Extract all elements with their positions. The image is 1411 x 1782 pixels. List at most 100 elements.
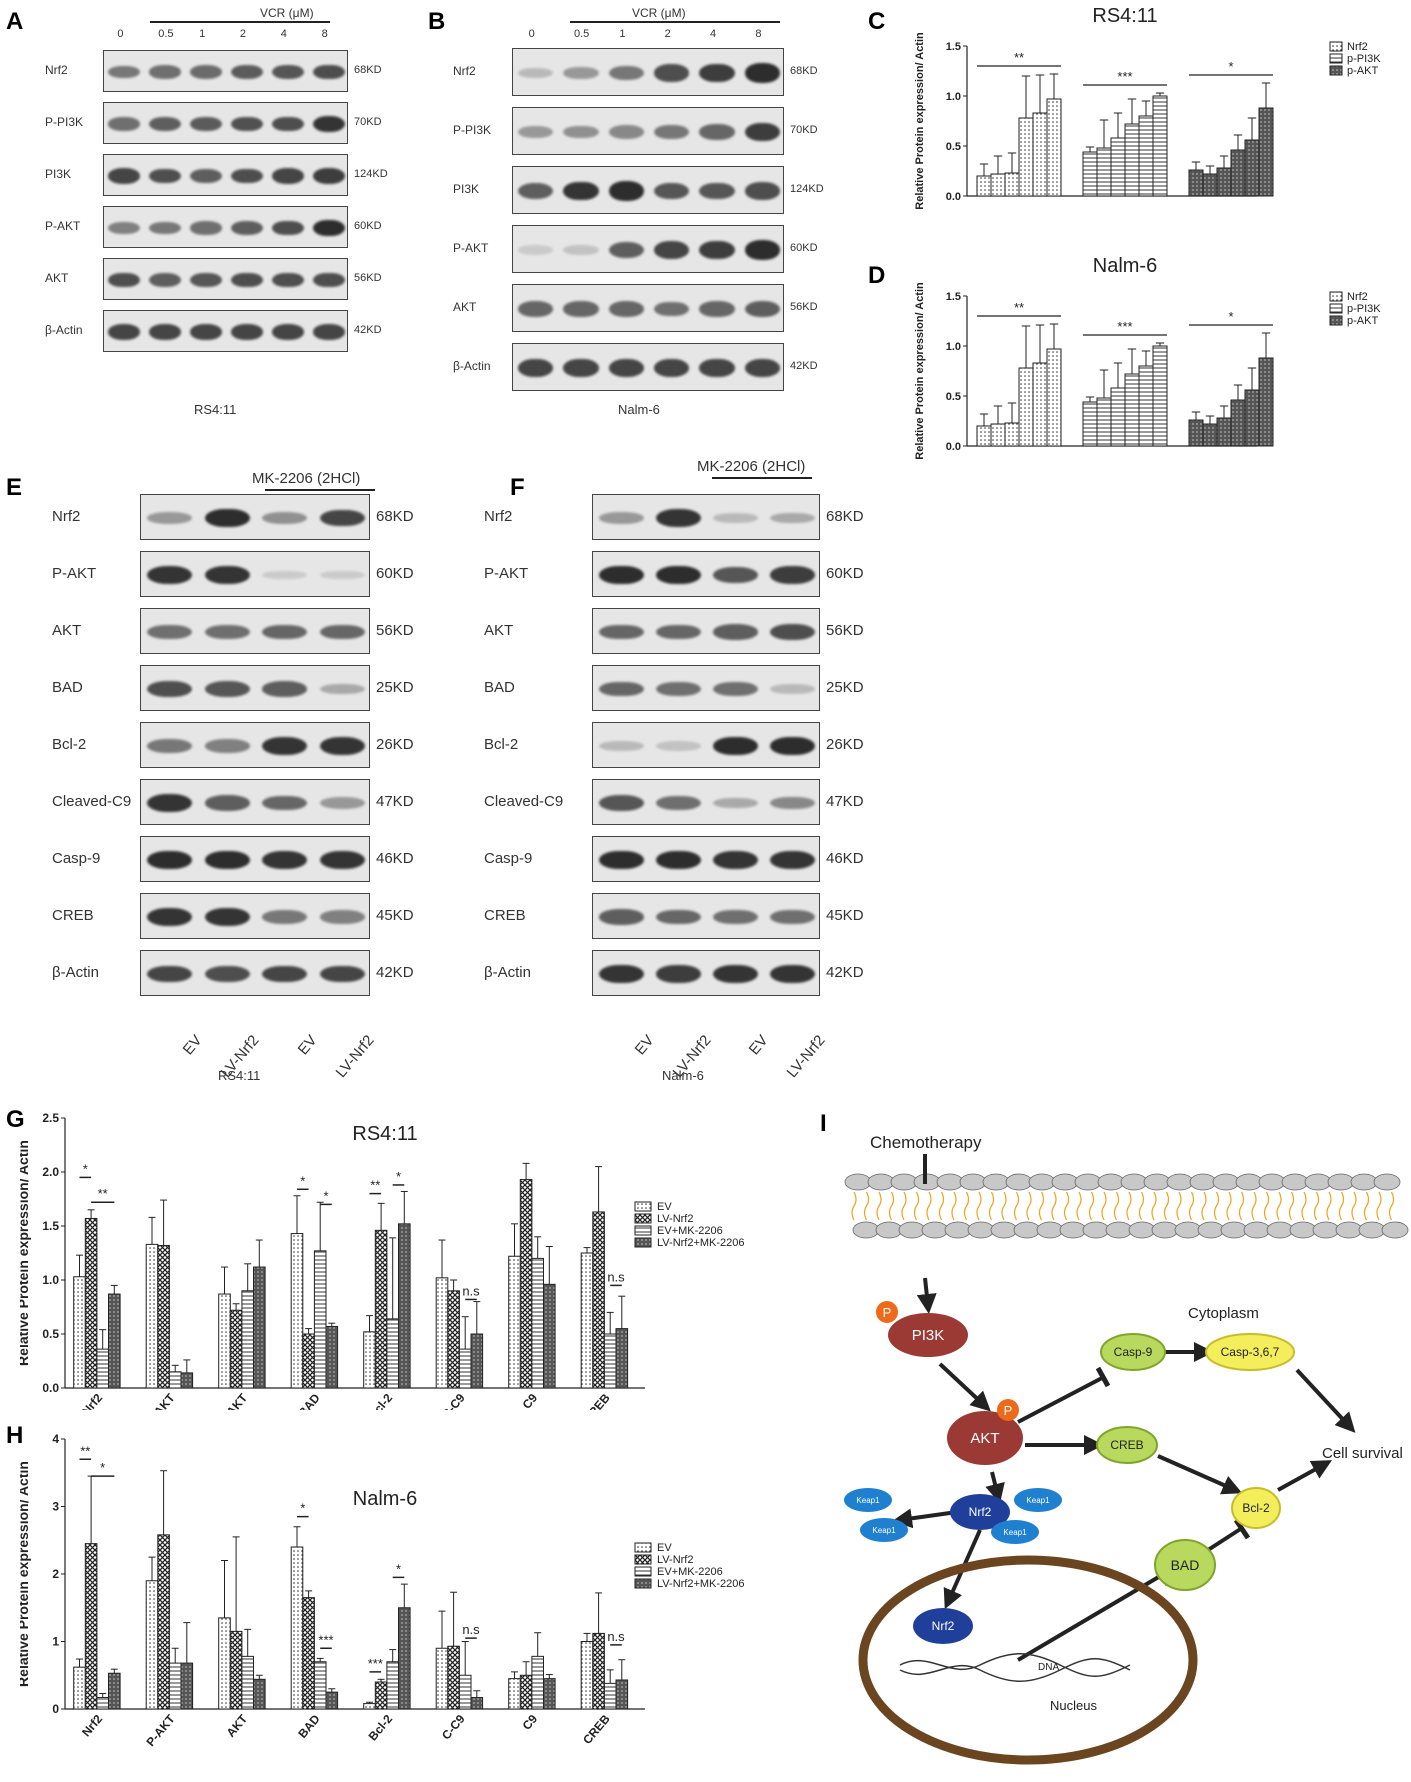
molecular-weight-label: 47KD — [376, 793, 414, 810]
protein-band — [744, 359, 780, 377]
molecular-weight-label: 56KD — [376, 622, 414, 639]
bar — [168, 1371, 182, 1389]
y-tick-label: 0.0 — [42, 1381, 59, 1395]
legend-swatch — [1329, 65, 1343, 76]
bar — [435, 1277, 449, 1389]
legend-swatch — [634, 1578, 652, 1589]
bar — [592, 1632, 605, 1710]
bar — [157, 1244, 170, 1389]
blot-strip — [103, 258, 348, 300]
lipid-tail — [1226, 1191, 1232, 1221]
protein-band — [230, 64, 263, 80]
protein-band — [656, 565, 701, 585]
x-tick-label: Bcl-2 — [366, 1391, 396, 1410]
node-keap1-1: Keap1 — [1014, 1488, 1062, 1512]
protein-band — [147, 680, 193, 698]
bar — [96, 1348, 110, 1389]
bar-chart-h: Nalm-6 Relative Protein expression/ Actin… — [20, 1432, 745, 1749]
legend-swatch — [634, 1554, 652, 1565]
bar — [1110, 137, 1126, 197]
nucleus-label: Nucleus — [1050, 1698, 1097, 1713]
lane-label: EV — [745, 1032, 772, 1059]
bar — [990, 423, 1006, 447]
bar — [603, 1333, 617, 1389]
molecular-weight-label: 26KD — [826, 736, 864, 753]
blot-strip — [512, 225, 784, 273]
lipid-head — [1335, 1221, 1363, 1239]
lipid-tail — [1051, 1191, 1057, 1221]
lipid-head — [1235, 1173, 1263, 1191]
lane-label: 2 — [664, 28, 671, 40]
y-tick-label: 1.5 — [42, 1219, 59, 1233]
protein-band — [656, 850, 701, 870]
bar — [447, 1290, 460, 1389]
bar — [1096, 147, 1112, 197]
protein-band — [563, 359, 599, 377]
x-tick-label: BAD — [295, 1391, 323, 1410]
protein-label: Nrf2 — [45, 63, 68, 77]
y-tick-label: 1.0 — [946, 341, 961, 353]
protein-label: P-AKT — [45, 219, 81, 233]
protein-band — [744, 240, 780, 260]
protein-band — [744, 122, 780, 142]
blot-strip — [103, 50, 348, 92]
protein-band — [563, 125, 599, 139]
molecular-weight-label: 70KD — [354, 116, 382, 128]
protein-band — [262, 681, 308, 697]
protein-band — [599, 741, 644, 751]
molecular-weight-label: 124KD — [354, 168, 388, 180]
blot-strip — [103, 310, 348, 352]
bar — [519, 1674, 533, 1710]
lipid-head — [990, 1221, 1018, 1239]
protein-band — [230, 272, 263, 288]
bar — [363, 1703, 376, 1710]
lipid-tail — [1313, 1191, 1320, 1221]
molecular-weight-label: 124KD — [790, 183, 824, 195]
bar — [990, 173, 1006, 197]
lane-label: 8 — [755, 28, 762, 40]
protein-label: Bcl-2 — [52, 736, 87, 753]
y-axis-label: Relative Protein expression/ Actin — [20, 1140, 31, 1366]
panel-letter-b: B — [428, 8, 446, 35]
protein-band — [271, 116, 304, 132]
svg-text:AKT: AKT — [970, 1430, 999, 1447]
protein-band — [147, 794, 193, 812]
lipid-head — [944, 1221, 972, 1239]
protein-band — [190, 324, 222, 340]
lipid-tail — [1176, 1191, 1182, 1221]
bar — [435, 1647, 449, 1710]
svg-text:P: P — [1004, 1403, 1013, 1418]
protein-band — [653, 64, 690, 82]
arrow-bcl2-survival — [1277, 1460, 1333, 1492]
node-creb: CREB — [1096, 1426, 1158, 1464]
bar — [1018, 367, 1034, 447]
protein-band — [108, 324, 141, 340]
protein-band — [653, 301, 690, 317]
protein-band — [190, 65, 222, 79]
protein-band — [147, 512, 193, 524]
bar — [1032, 112, 1048, 197]
y-tick-label: 3 — [52, 1500, 59, 1514]
bar — [241, 1290, 254, 1389]
protein-band — [713, 909, 758, 925]
bar — [1216, 167, 1232, 197]
protein-label: PI3K — [45, 167, 72, 181]
protein-band — [271, 64, 304, 80]
protein-band — [599, 624, 644, 640]
legend-label: LV-Nrf2+MK-2206 — [657, 1578, 745, 1590]
protein-band — [312, 219, 345, 237]
y-tick-label: 1.0 — [42, 1273, 59, 1287]
protein-band — [517, 359, 554, 377]
lipid-tail — [1038, 1191, 1045, 1221]
svg-text:Keap1: Keap1 — [1026, 1496, 1050, 1505]
lipid-head — [852, 1221, 880, 1239]
molecular-weight-label: 42KD — [354, 324, 382, 336]
bar — [1096, 397, 1112, 447]
protein-band — [312, 324, 345, 340]
protein-band — [599, 512, 644, 524]
protein-band — [271, 220, 304, 236]
significance-label: n.s — [607, 1629, 625, 1644]
lipid-tail — [951, 1191, 957, 1221]
bar — [157, 1534, 170, 1710]
treatment-bracket — [150, 21, 330, 23]
